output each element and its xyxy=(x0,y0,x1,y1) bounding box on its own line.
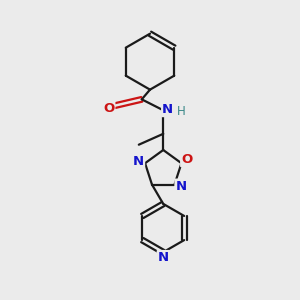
Text: O: O xyxy=(103,102,114,115)
Text: N: N xyxy=(133,155,144,168)
Text: N: N xyxy=(162,103,173,116)
Text: N: N xyxy=(158,251,169,264)
Text: H: H xyxy=(177,105,186,118)
Text: O: O xyxy=(181,153,192,166)
Text: N: N xyxy=(176,180,187,193)
